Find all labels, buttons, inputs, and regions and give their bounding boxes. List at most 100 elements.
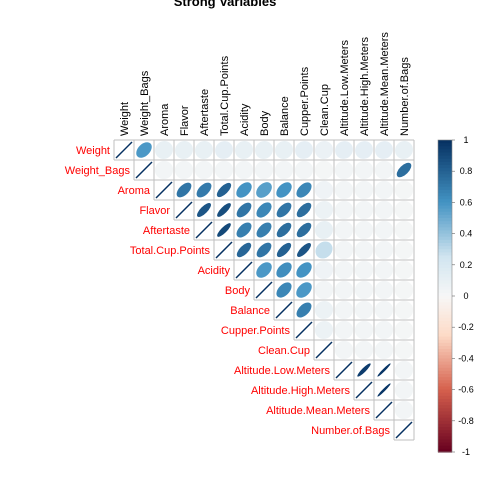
colorbar-segment — [438, 330, 452, 335]
correlation-ellipse — [314, 260, 334, 280]
colorbar-segment — [438, 193, 452, 197]
correlation-ellipse — [394, 400, 414, 420]
colorbar-segment — [438, 252, 452, 257]
correlation-ellipse — [394, 280, 414, 300]
colorbar-tick-label: -0.6 — [458, 385, 474, 395]
correlation-ellipse — [216, 182, 232, 198]
colorbar-segment — [438, 177, 452, 182]
diagonal-mark — [215, 241, 233, 259]
correlation-ellipse — [334, 220, 354, 240]
correlation-ellipse — [296, 222, 312, 238]
correlation-ellipse — [236, 182, 252, 198]
row-label-altitude-mean-meters: Altitude.Mean.Meters — [266, 405, 370, 417]
colorbar-segment — [438, 380, 452, 384]
correlation-ellipse — [195, 141, 213, 159]
colorbar-tick-label: -0.8 — [458, 416, 474, 426]
correlation-ellipse — [255, 141, 273, 159]
row-label-aftertaste: Aftertaste — [143, 225, 190, 237]
colorbar-segment — [438, 392, 452, 397]
colorbar-segment — [438, 264, 452, 269]
colorbar-segment — [438, 349, 452, 353]
colorbar-segment — [438, 442, 452, 447]
row-label-flavor: Flavor — [139, 205, 170, 217]
correlation-ellipse — [236, 242, 252, 258]
colorbar-segment — [438, 236, 452, 241]
row-label-altitude-low-meters: Altitude.Low.Meters — [234, 365, 330, 377]
colorbar-segment — [438, 280, 452, 285]
column-label-altitude-high-meters: Altitude.High.Meters — [359, 36, 371, 136]
colorbar-segment — [438, 311, 452, 316]
column-label-altitude-low-meters: Altitude.Low.Meters — [339, 40, 351, 136]
correlation-ellipse — [354, 300, 374, 320]
colorbar-segment — [438, 274, 452, 278]
colorbar-segment — [438, 183, 452, 188]
colorbar-segment — [438, 143, 452, 147]
correlation-ellipse — [374, 300, 394, 320]
column-label-flavor: Flavor — [179, 105, 191, 136]
colorbar-segment — [438, 448, 452, 453]
colorbar-segment — [438, 333, 452, 338]
correlation-ellipse — [315, 241, 333, 259]
correlation-ellipse — [196, 182, 212, 198]
colorbar-segment — [438, 386, 452, 391]
colorbar-segment — [438, 439, 452, 444]
correlation-ellipse — [154, 160, 174, 180]
correlation-ellipse — [394, 180, 414, 200]
correlation-ellipse — [296, 282, 312, 298]
correlation-ellipse — [374, 280, 394, 300]
row-label-altitude-high-meters: Altitude.High.Meters — [251, 385, 351, 397]
correlation-ellipse — [374, 220, 394, 240]
colorbar-segment — [438, 155, 452, 160]
column-label-aroma: Aroma — [159, 103, 171, 136]
colorbar-segment — [438, 299, 452, 303]
correlation-ellipse — [334, 280, 354, 300]
colorbar-segment — [438, 411, 452, 416]
row-label-clean-cup: Clean.Cup — [258, 345, 310, 357]
correlation-ellipse — [394, 380, 414, 400]
correlation-ellipse — [276, 222, 292, 238]
correlation-ellipses — [115, 140, 414, 439]
colorbar-tick-label: -0.2 — [458, 322, 474, 332]
colorbar-segment — [438, 239, 452, 244]
colorbar-segment — [438, 423, 452, 428]
colorbar-segment — [438, 227, 452, 232]
correlation-ellipse — [354, 260, 374, 280]
diagonal-mark — [175, 201, 193, 219]
correlation-ellipse — [236, 202, 252, 218]
colorbar-segment — [438, 199, 452, 203]
correlation-ellipse — [175, 141, 193, 159]
colorbar-segment — [438, 342, 452, 347]
correlation-ellipse — [276, 202, 292, 218]
correlation-ellipse — [235, 141, 253, 159]
colorbar-segment — [438, 211, 452, 216]
colorbar-segment — [438, 221, 452, 225]
correlation-ellipse — [394, 360, 414, 380]
diagonal-mark — [395, 421, 413, 439]
colorbar-segment — [438, 336, 452, 341]
column-labels: Weight Weight_Bags Aroma Flavor Aftertaste To… — [119, 32, 411, 136]
correlation-ellipse — [314, 180, 334, 200]
colorbar-segment — [438, 398, 452, 403]
colorbar-segment — [438, 261, 452, 266]
column-label-body: Body — [259, 110, 271, 136]
correlation-ellipse — [294, 160, 314, 180]
correlation-ellipse — [396, 162, 412, 178]
correlation-ellipse — [334, 300, 354, 320]
correlation-ellipse — [295, 141, 313, 159]
correlation-ellipse — [274, 160, 294, 180]
correlation-ellipse — [395, 141, 413, 159]
colorbar-segment — [438, 408, 452, 413]
correlation-ellipse — [217, 203, 231, 217]
correlation-ellipse — [357, 363, 371, 377]
colorbar-segment — [438, 417, 452, 422]
colorbar-segment — [438, 202, 452, 207]
correlation-ellipse — [335, 141, 353, 159]
colorbar-segment — [438, 171, 452, 175]
correlation-ellipse — [394, 200, 414, 220]
colorbar-segment — [438, 358, 452, 363]
correlation-ellipse — [374, 240, 394, 260]
correlation-ellipse — [314, 280, 334, 300]
colorbar-segment — [438, 224, 452, 228]
correlation-ellipse — [296, 182, 312, 198]
column-label-aftertaste: Aftertaste — [199, 89, 211, 136]
